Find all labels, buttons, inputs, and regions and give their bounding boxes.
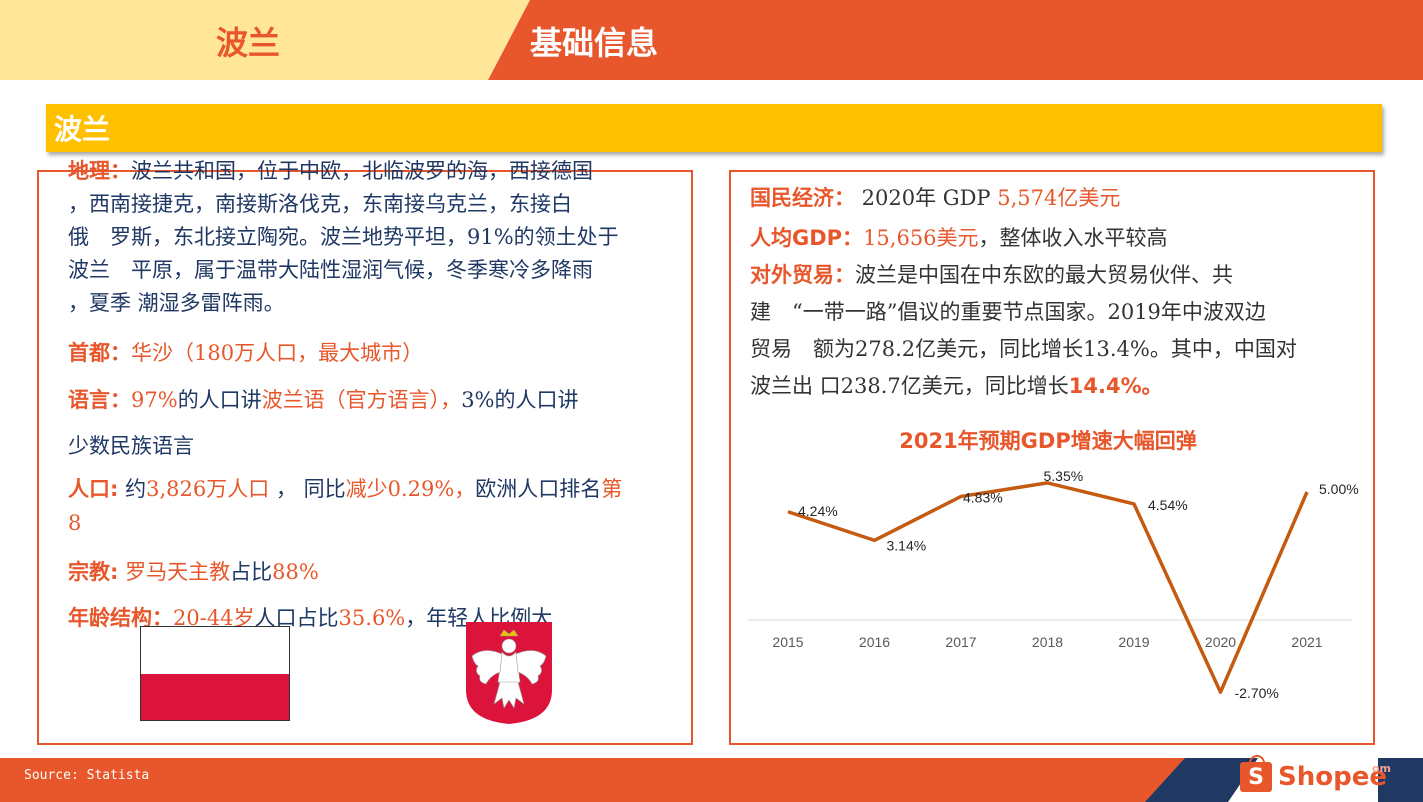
shopee-wordmark: Shopee: [1278, 762, 1387, 792]
header-left-bg: [0, 0, 530, 80]
trade-line-2: 建 “一带一路”倡议的重要节点国家。2019年中波双边: [750, 300, 1266, 324]
gdp-per-capita-row: 人均GDP：15,656美元，整体收入水平较高: [750, 222, 1168, 255]
shopee-bag-icon: S: [1240, 755, 1272, 792]
language-pct: 97%: [131, 388, 178, 412]
religion-label: 宗教:: [68, 560, 119, 584]
x-tick-label-2021: 2021: [1291, 634, 1322, 650]
flag-white-stripe: [141, 627, 289, 674]
header-section-title: 基础信息: [530, 24, 659, 62]
trade-growth: 14.4%。: [1068, 374, 1163, 398]
section-banner: [46, 104, 1382, 152]
x-tick-label-2020: 2020: [1205, 634, 1236, 650]
header-right-bg: [488, 0, 1423, 80]
gdp-series-line: [787, 481, 1309, 694]
population-c: 欧洲人口排名: [475, 477, 602, 501]
capital-row: 首都：华沙（180万人口，最大城市）: [68, 337, 423, 370]
religion-pct: 88%: [272, 560, 319, 584]
data-label-2018: 5.35%: [1044, 468, 1084, 484]
banner-title: 波兰: [54, 113, 111, 146]
poland-coat-of-arms-image: [466, 622, 552, 724]
footer-corner-text: om: [1372, 762, 1392, 775]
data-label-2021: 5.00%: [1319, 481, 1359, 497]
geo-line-1: 地理：波兰共和国，位于中欧，北临波罗的海，西接德国: [68, 155, 593, 188]
geo-line-5: ，夏季 潮湿多雷阵雨。: [68, 291, 285, 315]
x-tick-label-2019: 2019: [1118, 634, 1149, 650]
trade-line-4a: 波兰出 口238.7亿美元，同比增长: [750, 374, 1069, 398]
population-label: 人口:: [68, 477, 119, 501]
info-panel-right: [729, 170, 1375, 745]
header-country-title: 波兰: [216, 24, 281, 62]
language-line-2: 少数民族语言: [68, 434, 194, 458]
x-tick-label-2016: 2016: [859, 634, 890, 650]
capital-label: 首都：: [68, 341, 131, 365]
economy-label: 国民经济：: [750, 186, 855, 210]
population-rank: 第: [601, 477, 623, 501]
data-label-2019: 4.54%: [1148, 497, 1188, 513]
trade-label: 对外贸易：: [750, 263, 855, 287]
flag-red-stripe: [141, 673, 289, 720]
religion-mid: 占比: [230, 560, 273, 584]
poland-flag-image: [140, 626, 290, 721]
language-rest: 3%的人口讲: [461, 388, 579, 412]
trade-line-1: 波兰是中国在中东欧的最大贸易伙伴、共: [855, 263, 1233, 287]
population-rank-num: 8: [68, 511, 82, 535]
data-label-2020: -2.70%: [1235, 685, 1279, 701]
age-pct: 35.6%: [338, 606, 406, 630]
trade-line-4: 波兰出 口238.7亿美元，同比增长14.4%。: [750, 370, 1163, 403]
trade-line-3: 贸易 额为278.2亿美元，同比增长13.4%。其中，中国对: [750, 337, 1297, 361]
population-row: 人口: 约3,826万人口 ， 同比减少0.29%，欧洲人口排名第: [68, 473, 622, 506]
x-tick-label-2017: 2017: [945, 634, 976, 650]
data-label-2016: 3.14%: [887, 537, 927, 553]
data-label-2017: 4.83%: [963, 489, 1003, 505]
language-label: 语言：: [68, 388, 131, 412]
data-label-2015: 4.24%: [798, 503, 838, 519]
capital-value: 华沙（180万人口，最大城市）: [131, 341, 424, 365]
population-number: 3,826万人口: [146, 477, 270, 501]
language-mid: 的人口讲: [177, 388, 262, 412]
religion-value: 罗马天主教: [118, 560, 231, 584]
chart-title: 2021年预期GDP增速大幅回弹: [899, 429, 1197, 453]
x-tick-label-2018: 2018: [1032, 634, 1063, 650]
religion-row: 宗教: 罗马天主教占比88%: [68, 556, 319, 589]
geo-label: 地理：: [68, 159, 131, 183]
geo-line-4: 波兰 平原，属于温带大陆性湿润气候，冬季寒冷多降雨: [68, 258, 593, 282]
geo-line-3: 俄 罗斯，东北接立陶宛。波兰地势平坦，91%的领土处于: [68, 225, 619, 249]
gdp-growth-line-chart: 2015 2016 2017 2018 2019 2020 2021 4.24% 3.14% 4…: [748, 468, 1359, 701]
x-tick-label-2015: 2015: [772, 634, 803, 650]
gdppc-rest: ，整体收入水平较高: [978, 226, 1168, 250]
population-decrease: 减少0.29%，: [345, 477, 476, 501]
economy-value: 5,574亿美元: [997, 186, 1121, 210]
gdppc-value: 15,656美元: [863, 226, 979, 250]
language-official: 波兰语（官方语言），: [261, 388, 462, 412]
source-text: Source: Statista: [24, 768, 150, 783]
population-a: 约: [118, 477, 147, 501]
language-row: 语言：97%的人口讲波兰语（官方语言），3%的人口讲: [68, 384, 579, 417]
shopee-logo: S Shopee: [1240, 755, 1387, 792]
geo-line-2: ，西南接捷克，南接斯洛伐克，东南接乌克兰，东接白: [68, 192, 572, 216]
economy-a: 2020年 GDP: [855, 186, 998, 210]
population-b: ， 同比: [269, 477, 346, 501]
trade-row: 对外贸易：波兰是中国在中东欧的最大贸易伙伴、共: [750, 259, 1233, 292]
geo-text-1: 波兰共和国，位于中欧，北临波罗的海，西接德国: [131, 159, 593, 183]
gdppc-label: 人均GDP：: [750, 226, 864, 250]
economy-row: 国民经济： 2020年 GDP 5,574亿美元: [750, 182, 1120, 215]
